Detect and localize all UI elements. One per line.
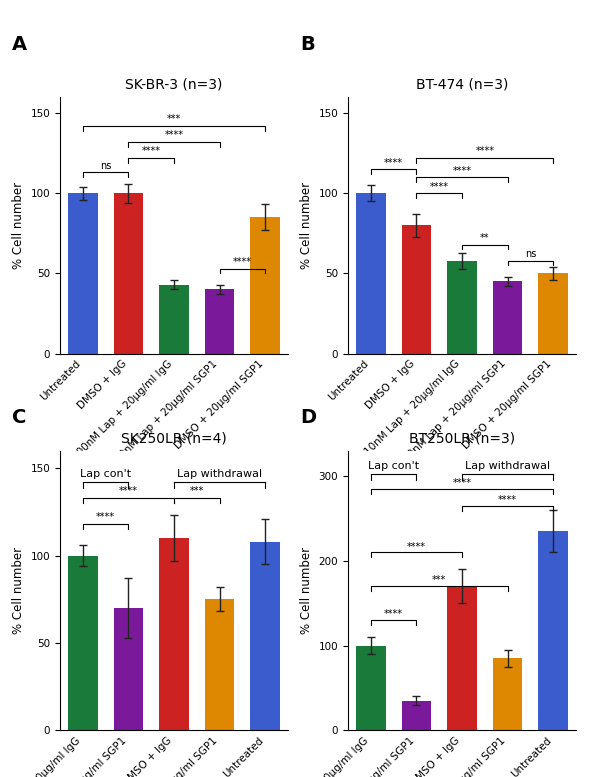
Text: ***: *** <box>190 486 204 497</box>
Text: ****: **** <box>384 609 403 619</box>
Text: ns: ns <box>525 249 536 259</box>
Bar <box>159 284 189 354</box>
Text: ****: **** <box>407 542 426 552</box>
Y-axis label: % Cell number: % Cell number <box>12 547 25 634</box>
Bar <box>493 658 523 730</box>
Y-axis label: % Cell number: % Cell number <box>300 547 313 634</box>
Bar <box>159 538 189 730</box>
Y-axis label: % Cell number: % Cell number <box>300 182 313 269</box>
Y-axis label: % Cell number: % Cell number <box>12 182 25 269</box>
Text: ****: **** <box>475 146 494 156</box>
Title: BT250LR (n=3): BT250LR (n=3) <box>409 431 515 445</box>
Text: ****: **** <box>96 512 115 522</box>
Text: ****: **** <box>430 182 449 192</box>
Bar <box>356 193 386 354</box>
Text: ****: **** <box>164 131 184 141</box>
Text: ****: **** <box>452 478 472 488</box>
Text: Lap withdrawal: Lap withdrawal <box>465 462 550 471</box>
Text: ***: *** <box>167 114 181 124</box>
Text: ****: **** <box>142 146 161 156</box>
Text: B: B <box>300 35 315 54</box>
Bar <box>113 193 143 354</box>
Title: BT-474 (n=3): BT-474 (n=3) <box>416 78 508 92</box>
Title: SK-BR-3 (n=3): SK-BR-3 (n=3) <box>125 78 223 92</box>
Bar <box>250 542 280 730</box>
Bar <box>250 218 280 354</box>
Bar <box>205 599 235 730</box>
Text: ****: **** <box>233 257 252 267</box>
Text: ****: **** <box>452 166 472 176</box>
Bar <box>493 281 523 354</box>
Bar <box>538 531 568 730</box>
Bar <box>538 274 568 354</box>
Bar <box>68 193 98 354</box>
Text: Lap withdrawal: Lap withdrawal <box>177 469 262 479</box>
Text: ns: ns <box>100 161 111 171</box>
Text: ****: **** <box>119 486 138 497</box>
Bar <box>401 225 431 354</box>
Text: ****: **** <box>498 495 517 505</box>
Text: ***: *** <box>432 576 446 585</box>
Bar <box>205 290 235 354</box>
Text: ****: **** <box>384 158 403 168</box>
Bar <box>447 260 477 354</box>
Text: C: C <box>12 408 26 427</box>
Text: **: ** <box>480 233 490 243</box>
Bar <box>401 701 431 730</box>
Title: SK250LR (n=4): SK250LR (n=4) <box>121 431 227 445</box>
Text: Lap con't: Lap con't <box>368 462 419 471</box>
Text: Lap con't: Lap con't <box>80 469 131 479</box>
Bar <box>447 587 477 730</box>
Bar <box>356 646 386 730</box>
Bar <box>68 556 98 730</box>
Bar <box>113 608 143 730</box>
Text: D: D <box>300 408 316 427</box>
Text: A: A <box>12 35 27 54</box>
